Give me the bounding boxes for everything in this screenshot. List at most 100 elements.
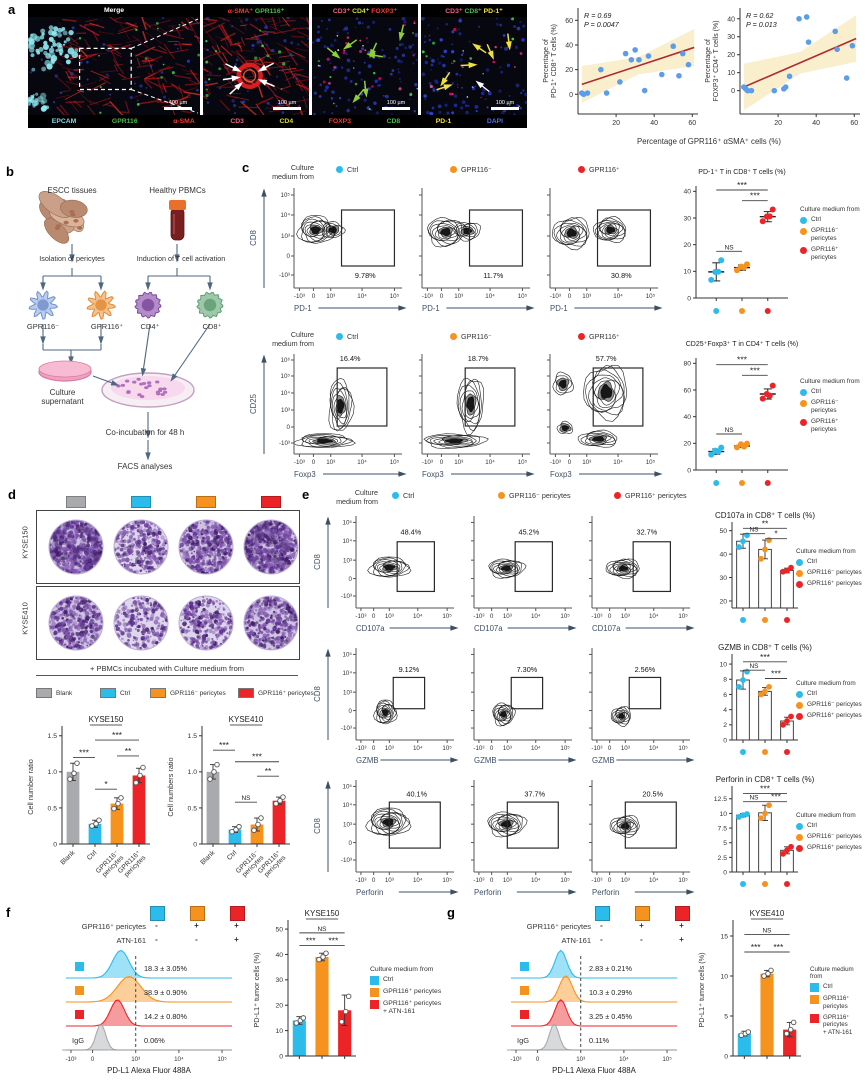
micrograph-column: CD3⁺CD8⁺PD-1⁺100 µm (421, 4, 527, 115)
legend-swatch-icon (796, 702, 803, 709)
svg-text:1.0: 1.0 (48, 769, 58, 776)
svg-text:30: 30 (727, 34, 735, 41)
legend-swatch-icon (800, 389, 807, 396)
svg-text:10³: 10³ (281, 407, 290, 414)
svg-text:Foxp3: Foxp3 (550, 470, 572, 479)
svg-text:-10³: -10³ (279, 272, 290, 279)
svg-text:10⁴: 10⁴ (413, 613, 423, 620)
svg-text:10⁵: 10⁵ (560, 613, 570, 620)
svg-text:100 µm: 100 µm (278, 100, 297, 106)
colony-well (112, 594, 170, 652)
svg-text:9.12%: 9.12% (399, 665, 420, 674)
gpr116pos-swatch-icon (238, 688, 254, 698)
g-sign: - (635, 935, 648, 944)
g-swatch-gpr116pos-atn (675, 906, 690, 921)
colony-well (242, 518, 300, 576)
svg-text:60: 60 (683, 387, 691, 394)
colony-well (47, 518, 105, 576)
svg-text:-10³: -10³ (422, 459, 433, 466)
svg-text:Foxp3: Foxp3 (294, 470, 316, 479)
svg-text:FOXP3⁺ CD4⁺ T cells (%): FOXP3⁺ CD4⁺ T cells (%) (713, 20, 720, 101)
micrograph-image: 100 µm (312, 17, 418, 115)
svg-text:10⁵: 10⁵ (678, 745, 688, 752)
svg-text:10⁴: 10⁴ (485, 293, 495, 300)
swatch-ctrl (131, 496, 151, 508)
legend-item: GPR116⁺ pericytes (370, 988, 462, 997)
svg-text:10⁴: 10⁴ (280, 212, 290, 219)
svg-text:10³: 10³ (621, 877, 630, 884)
svg-text:10³: 10³ (343, 557, 352, 564)
stain-label: PD-1 (436, 118, 452, 125)
svg-text:0: 0 (372, 613, 376, 620)
micrograph-column: α-SMA⁺GPR116⁺100 µm (203, 4, 309, 115)
svg-text:37.7%: 37.7% (524, 790, 545, 799)
svg-text:20: 20 (683, 242, 691, 249)
colony-well (112, 518, 170, 576)
legend-item: GPR116⁺ pericytes (800, 246, 864, 262)
panel-label-g: g (447, 905, 455, 920)
svg-text:0: 0 (731, 88, 735, 95)
svg-text:***: *** (737, 355, 748, 365)
svg-text:10⁴: 10⁴ (413, 745, 423, 752)
svg-text:9.78%: 9.78% (355, 271, 376, 280)
svg-text:10⁴: 10⁴ (357, 293, 367, 300)
f-row1-label: GPR116⁺ pericytes (18, 922, 146, 931)
panel-label-f: f (6, 905, 10, 920)
svg-text:0: 0 (568, 293, 572, 300)
f-row2-label: ATN-161 (18, 936, 146, 945)
svg-text:10⁵: 10⁵ (442, 745, 452, 752)
svg-text:-10³: -10³ (279, 440, 290, 447)
stain-label: CD3 (230, 118, 244, 125)
svg-text:10³: 10³ (385, 745, 394, 752)
svg-text:10³: 10³ (503, 745, 512, 752)
svg-text:0: 0 (608, 613, 612, 620)
legend-item: Ctrl (796, 690, 864, 698)
c-dot1: PD-1⁺ T in CD8⁺ T cells (%)010203040****… (664, 164, 798, 336)
svg-text:60: 60 (688, 120, 696, 127)
svg-text:-10³: -10³ (591, 613, 602, 620)
svg-text:10³: 10³ (326, 293, 335, 300)
c-row2-legend-gpr116pos: GPR116⁺ (578, 332, 620, 341)
svg-text:100 µm: 100 µm (387, 100, 406, 106)
svg-text:10⁵: 10⁵ (560, 745, 570, 752)
svg-text:1.0: 1.0 (188, 769, 198, 776)
svg-text:Foxp3: Foxp3 (422, 470, 444, 479)
gpr116neg-dot-icon (450, 166, 457, 173)
legend-item: Ctrl (800, 216, 864, 224)
svg-text:20.5%: 20.5% (642, 790, 663, 799)
e-legend-ctrl: Ctrl (392, 491, 414, 500)
ctrl-dot-icon (392, 492, 399, 499)
svg-text:80: 80 (683, 361, 691, 368)
e-legend-gpr116pos: GPR116⁺ pericytes (614, 491, 687, 500)
legend-swatch-icon (800, 247, 807, 254)
e-legend-gpr116neg: GPR116⁻ pericytes (498, 491, 571, 500)
svg-text:10³: 10³ (503, 877, 512, 884)
legend-swatch-icon (370, 1000, 379, 1009)
svg-text:*: * (104, 779, 108, 789)
svg-text:10⁴: 10⁴ (531, 877, 541, 884)
svg-text:57.7%: 57.7% (596, 354, 617, 363)
svg-text:10: 10 (727, 70, 735, 77)
svg-text:PD-1: PD-1 (294, 304, 312, 313)
kyse150-row-label: KYSE150 (21, 508, 30, 578)
legend-title: Culture medium from (800, 206, 864, 213)
stain-label: CD8 (387, 118, 401, 125)
svg-text:20: 20 (612, 120, 620, 127)
colony-wells-kyse150 (36, 510, 300, 584)
svg-text:40: 40 (683, 189, 691, 196)
gpr116neg-dot-icon (450, 333, 457, 340)
g-sign: + (675, 935, 688, 944)
escc-tissues-label: ESCC tissues (12, 186, 132, 195)
colony-wells-kyse410 (36, 586, 300, 660)
